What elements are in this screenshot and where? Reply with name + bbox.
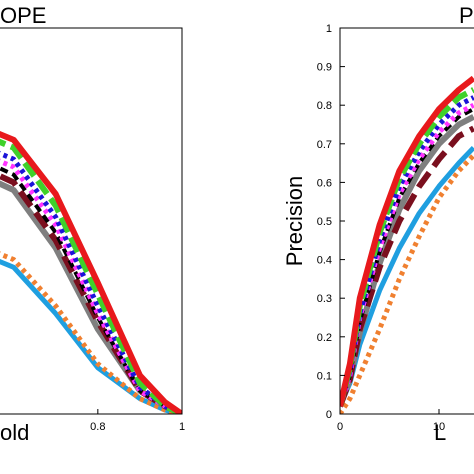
right-y-tick-label-5: 0.4	[317, 255, 332, 267]
right-chart: P 0 10 0 0.1 0.2 0.3 0.4 0.5 0.6 0.7 0.8 0.9 1 Prec…	[282, 3, 474, 445]
right-chart-title: P	[459, 3, 474, 28]
right-y-tick-label-1: 0	[326, 409, 332, 421]
left-series-line-3	[0, 150, 182, 414]
left-series-line-9	[0, 258, 182, 414]
right-series-line-1	[340, 75, 474, 407]
right-x-tick-label-1: 0	[337, 421, 343, 433]
right-x-ticks: 0 10	[337, 409, 445, 433]
right-series-line-4	[340, 102, 474, 408]
left-series-group	[0, 131, 182, 414]
left-x-tick-label-2: 1	[179, 421, 185, 433]
right-y-tick-label-2: 0.1	[317, 370, 332, 382]
left-series-line-1	[0, 131, 182, 414]
right-y-tick-label-9: 0.8	[317, 100, 332, 112]
right-y-tick-label-3: 0.2	[317, 332, 332, 344]
left-x-ticks: 0.8 1	[90, 409, 185, 433]
right-series-line-6	[340, 125, 474, 408]
right-y-tick-label-11: 1	[326, 23, 332, 35]
right-series-line-2	[340, 87, 474, 408]
left-series-line-2	[0, 138, 182, 414]
right-x-axis-label: L	[434, 420, 446, 445]
right-x-tick-label-2: 10	[433, 421, 445, 433]
right-y-tick-label-7: 0.6	[317, 177, 332, 189]
right-series-line-9	[340, 145, 474, 408]
right-y-tick-label-10: 0.9	[317, 62, 332, 74]
left-chart: OPE 0.8 1 old	[0, 3, 185, 445]
right-series-line-3	[340, 95, 474, 407]
right-axis-frame	[339, 27, 474, 415]
right-y-tick-label-4: 0.3	[317, 293, 332, 305]
right-y-axis-label: Precision	[282, 176, 307, 266]
left-series-line-8	[0, 251, 182, 414]
right-y-tick-label-8: 0.7	[317, 139, 332, 151]
left-series-line-5	[0, 166, 182, 414]
right-series-line-8	[340, 153, 474, 414]
left-chart-title: OPE	[0, 3, 46, 28]
right-series-group	[340, 75, 474, 414]
right-y-ticks: 0 0.1 0.2 0.3 0.4 0.5 0.6 0.7 0.8 0.9 1	[317, 23, 345, 421]
left-x-axis-label: old	[0, 420, 29, 445]
left-x-tick-label-1: 0.8	[90, 421, 105, 433]
left-axis-frame	[0, 27, 183, 415]
right-y-tick-label-6: 0.5	[317, 216, 332, 228]
